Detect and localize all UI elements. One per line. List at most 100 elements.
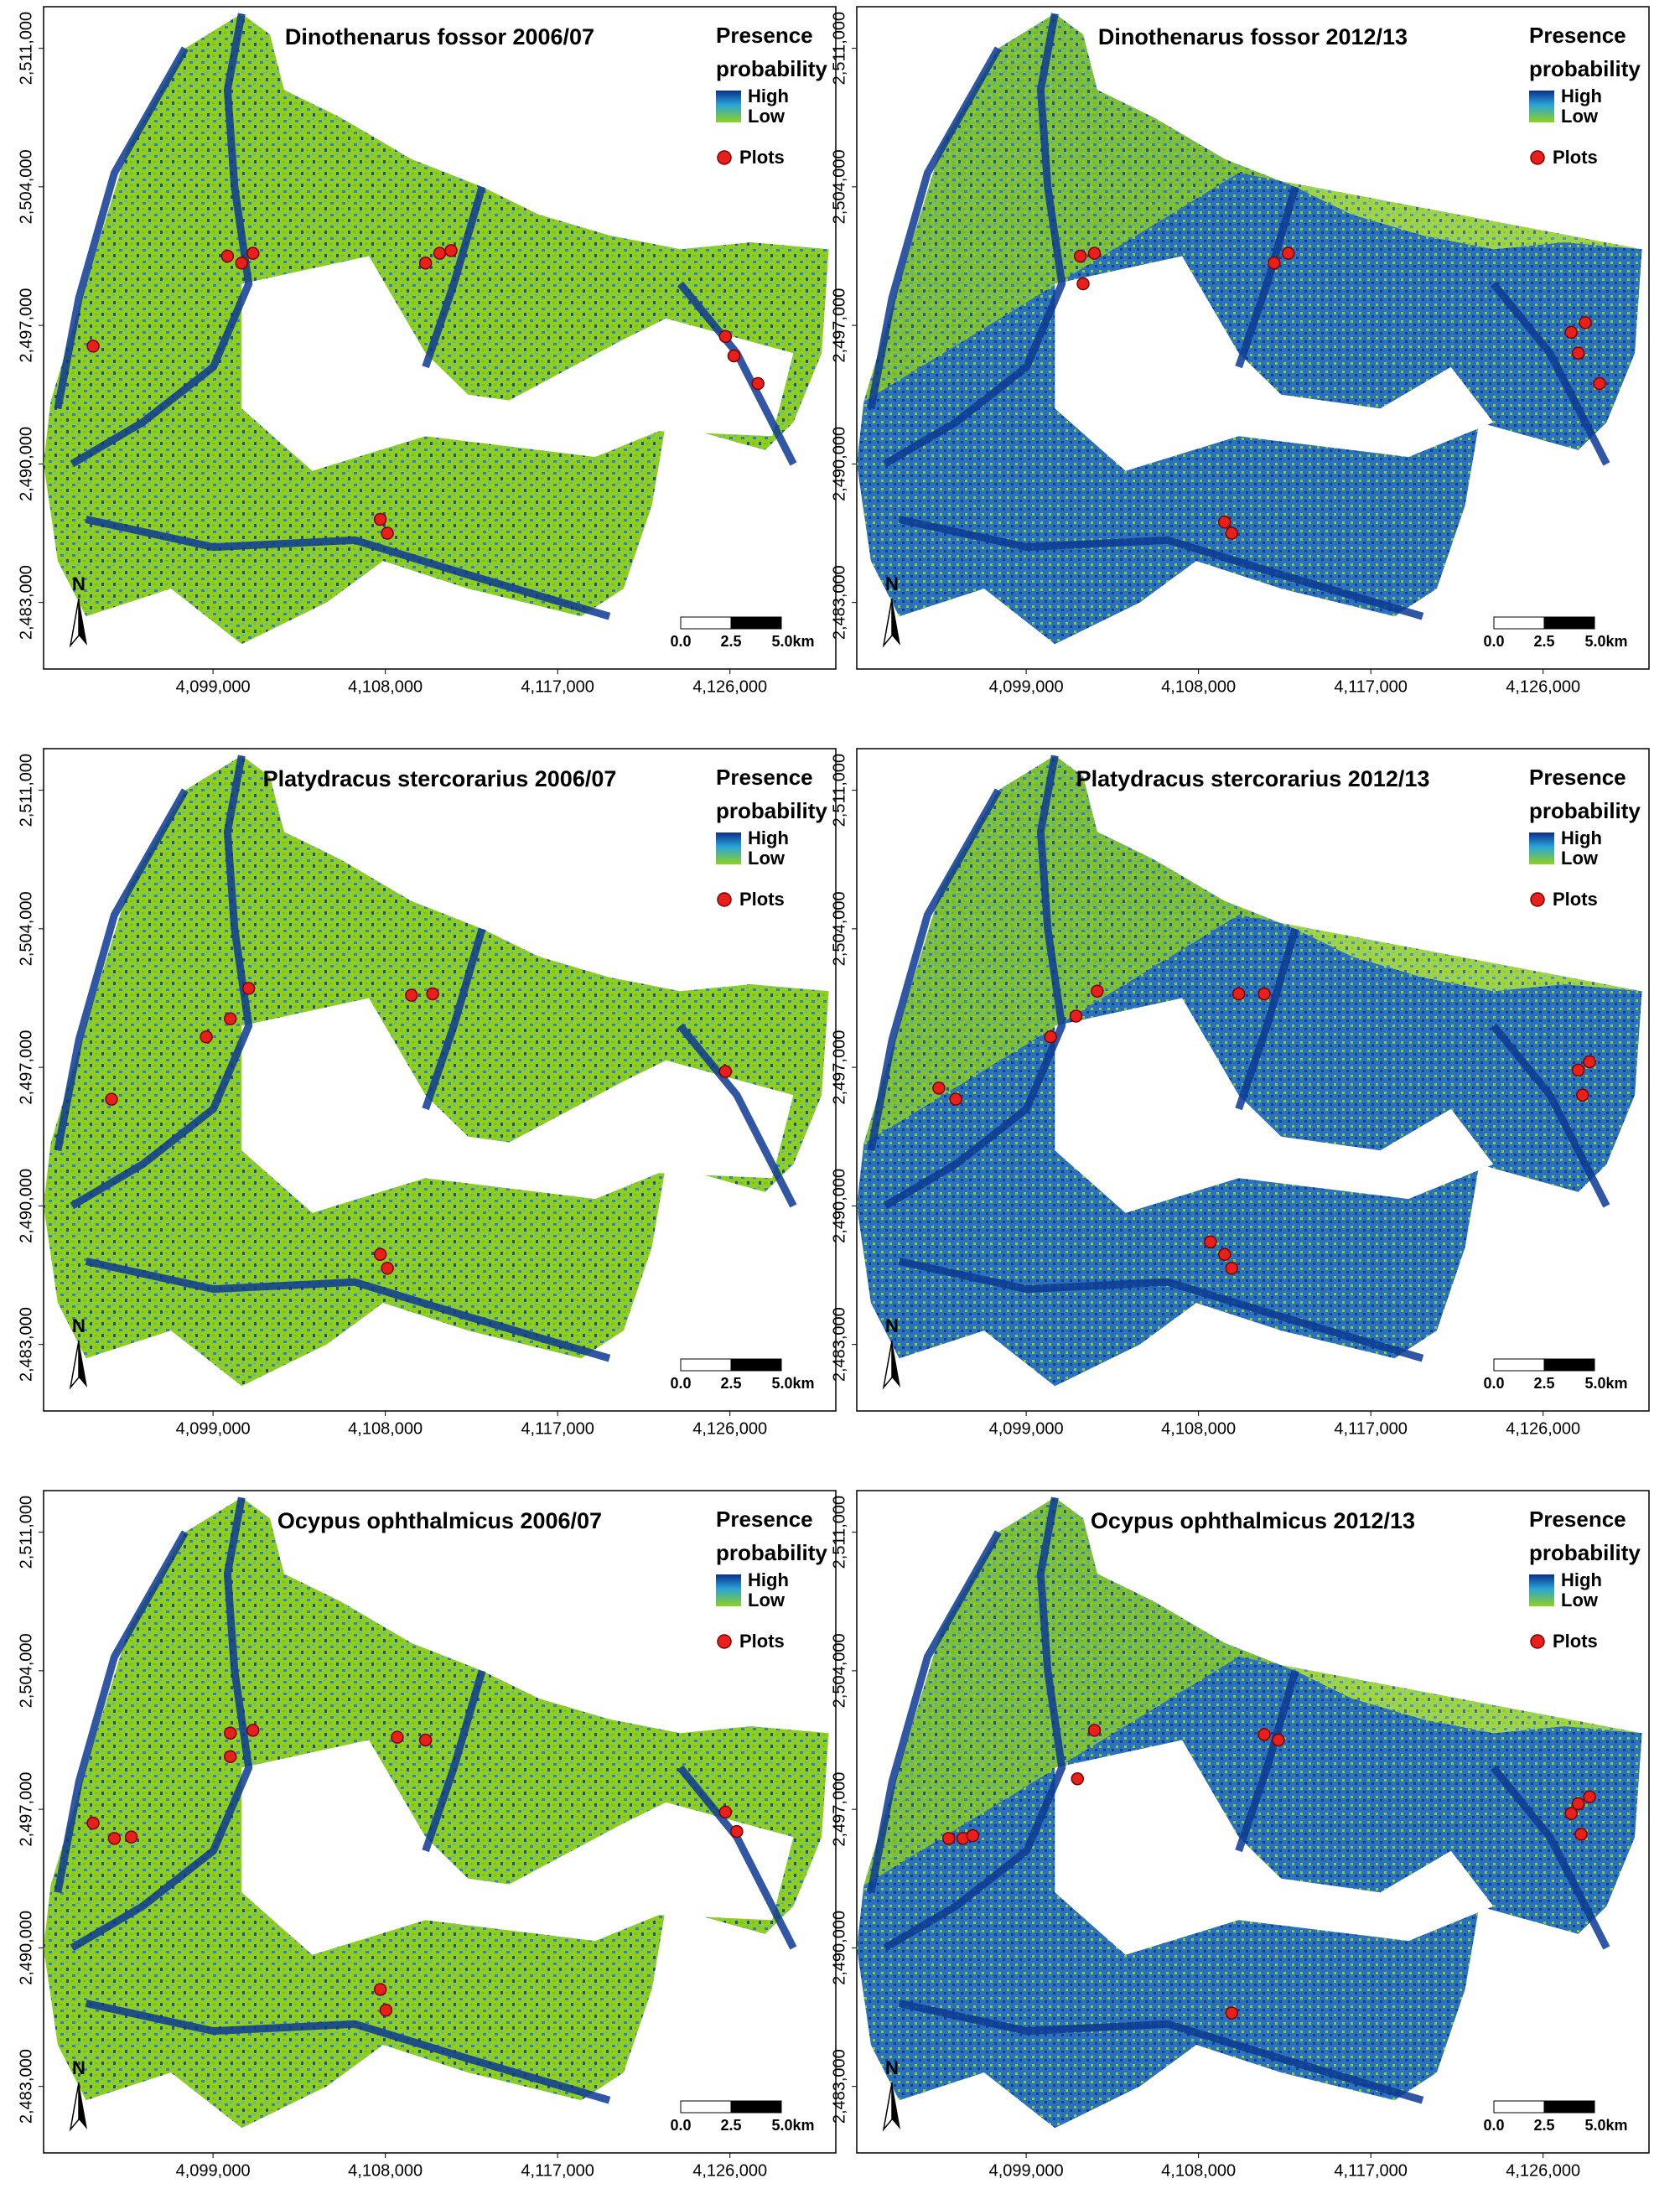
plot-marker: [381, 526, 394, 540]
no-data-area: [468, 1802, 794, 1921]
plot-marker: [1281, 246, 1295, 260]
x-tick-label: 4,117,000: [521, 2161, 594, 2180]
y-tick-label: 2,490,000: [17, 1169, 35, 1243]
legend-title: probability: [1529, 1540, 1641, 1565]
plot-marker: [1087, 246, 1102, 260]
legend-marker: [717, 1634, 732, 1649]
plot-marker: [1257, 987, 1271, 1001]
y-tick-label: 2,483,000: [830, 565, 848, 640]
plot-marker: [444, 244, 458, 257]
scale-bar: [730, 1358, 782, 1372]
legend-gradient: [716, 832, 741, 864]
map-panel: Dinothenarus fossor 2006/07 Presence proba…: [17, 6, 837, 696]
plot-marker: [200, 1030, 213, 1044]
legend-label: Plots: [1553, 1631, 1598, 1652]
plot-marker: [107, 1832, 122, 1845]
legend-title: Presence: [716, 23, 813, 48]
panel-title: Dinothenarus fossor 2012/13: [1098, 24, 1408, 49]
plot-marker: [1231, 987, 1246, 1001]
y-tick-label: 2,511,000: [830, 12, 848, 86]
river: [85, 516, 611, 620]
y-tick-label: 2,504,000: [830, 1633, 848, 1708]
plot-marker: [124, 1830, 138, 1844]
scale-bar: [1493, 1358, 1545, 1372]
plot-marker: [1272, 1733, 1285, 1747]
river: [677, 1765, 797, 1950]
x-tick-label: 4,126,000: [692, 677, 767, 696]
y-tick-label: 2,483,000: [830, 1307, 848, 1382]
plot-marker: [220, 249, 235, 263]
y-tick-label: 2,497,000: [830, 1772, 848, 1847]
legend-gradient: [716, 91, 741, 122]
river: [70, 13, 253, 468]
river: [70, 755, 253, 1210]
panel-title: Ocypus ophthalmicus 2012/13: [1091, 1508, 1415, 1533]
north-label: N: [72, 1315, 86, 1336]
river: [1490, 281, 1610, 466]
north-label: N: [72, 2057, 86, 2078]
legend-title: probability: [1529, 798, 1641, 823]
scale-label: 0.0: [1483, 633, 1504, 650]
plot-marker: [379, 2004, 393, 2017]
panel-title: Platydracus stercorarius 2006/07: [263, 766, 617, 791]
north-label: N: [885, 1315, 899, 1336]
plot-marker: [1044, 1030, 1057, 1044]
y-tick-label: 2,511,000: [830, 754, 848, 827]
scale-label: 5.0km: [771, 633, 814, 650]
north-label: N: [72, 573, 86, 594]
plot-marker: [730, 1824, 744, 1839]
map-panel: Dinothenarus fossor 2012/13 Presence proba…: [830, 6, 1650, 696]
x-tick-label: 4,126,000: [1506, 677, 1580, 696]
scale-bar: [1493, 2100, 1545, 2114]
y-tick-label: 2,504,000: [830, 891, 848, 966]
no-data-area: [468, 1060, 794, 1179]
scale-label: 5.0km: [771, 2117, 814, 2134]
plot-marker: [1268, 257, 1281, 270]
plot-marker: [224, 1012, 237, 1026]
plot-marker: [246, 1724, 260, 1737]
legend-title: probability: [716, 1540, 827, 1565]
river: [867, 1530, 1002, 1894]
plot-marker: [1204, 1235, 1217, 1249]
no-data-area: [1055, 256, 1494, 471]
plot-marker: [1069, 1009, 1083, 1023]
legend-label: High: [748, 86, 789, 106]
north-arrow: [892, 1341, 900, 1387]
y-tick-label: 2,497,000: [830, 1030, 848, 1105]
plot-marker: [105, 1092, 118, 1106]
legend-label: Plots: [1553, 889, 1598, 910]
plot-marker: [1071, 1772, 1084, 1786]
y-tick-label: 2,504,000: [17, 149, 35, 224]
legend-label: High: [1561, 1569, 1602, 1590]
map-panel: Platydracus stercorarius 2006/07 Presence…: [17, 748, 837, 1438]
y-tick-label: 2,483,000: [17, 1307, 35, 1382]
plot-marker: [391, 1730, 404, 1744]
scale-bar: [1543, 2100, 1595, 2114]
x-tick-label: 4,108,000: [348, 2161, 423, 2180]
panel-title: Platydracus stercorarius 2012/13: [1076, 766, 1430, 791]
legend-label: Plots: [739, 147, 785, 168]
panel-title: Ocypus ophthalmicus 2006/07: [277, 1508, 602, 1533]
x-tick-label: 4,099,000: [176, 2161, 251, 2180]
scale-label: 0.0: [670, 1375, 691, 1392]
x-tick-label: 4,126,000: [692, 2161, 767, 2180]
y-tick-label: 2,483,000: [830, 2049, 848, 2124]
legend-marker: [717, 150, 732, 165]
scale-bar: [680, 1358, 732, 1372]
legend-marker: [1530, 1634, 1545, 1649]
plot-marker: [418, 1733, 433, 1747]
north-arrow: [79, 1341, 87, 1387]
plot-marker: [1073, 249, 1087, 263]
plot-marker: [235, 257, 248, 270]
map-panel: Ocypus ophthalmicus 2006/07 Presence proba…: [17, 1490, 837, 2180]
scale-label: 0.0: [1483, 2117, 1504, 2134]
x-tick-label: 4,099,000: [989, 677, 1064, 696]
y-tick-label: 2,497,000: [17, 1772, 35, 1847]
plot-marker: [718, 1065, 733, 1078]
plot-marker: [949, 1092, 962, 1106]
legend-label: Plots: [739, 1631, 785, 1652]
legend-title: probability: [716, 56, 827, 81]
plot-marker: [426, 987, 439, 1001]
legend-label: Plots: [739, 889, 785, 910]
scale-label: 2.5: [1533, 1375, 1554, 1392]
